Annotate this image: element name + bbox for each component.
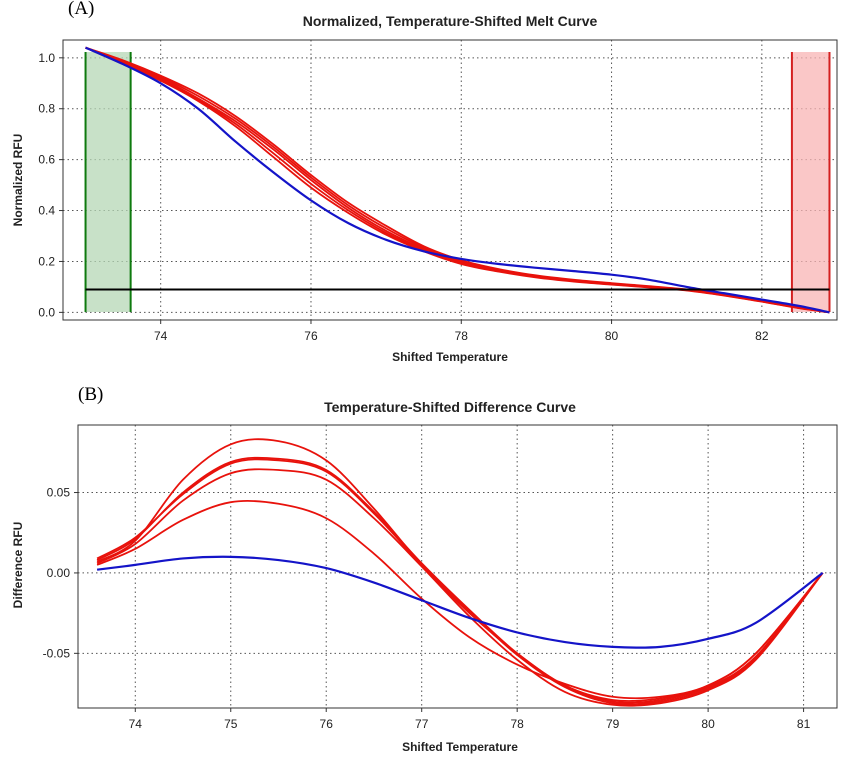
end-region xyxy=(791,52,830,312)
panel-b-label: (B) xyxy=(78,384,104,405)
melt-chart-reference-curve xyxy=(85,46,830,314)
melt-chart-sample-curve xyxy=(85,46,830,314)
difference-chart-x-tick-label: 75 xyxy=(224,717,238,731)
melt-chart-y-tick-label: 1.0 xyxy=(38,51,55,65)
melt-chart-series xyxy=(85,46,830,314)
melt-chart-y-tick-label: 0.2 xyxy=(38,254,55,268)
melt-chart-y-tick-label: 0.8 xyxy=(38,102,55,116)
difference-chart-reference-curve xyxy=(96,555,824,649)
difference-chart-series xyxy=(96,438,824,707)
melt-chart-sample-curve xyxy=(85,46,830,314)
melt-chart-x-tick-label: 74 xyxy=(154,329,168,343)
difference-chart-frame xyxy=(77,424,838,709)
difference-chart-x-tick-label: 76 xyxy=(320,717,334,731)
difference-curve-chart: Temperature-Shifted Difference Curve 74 7… xyxy=(11,399,838,754)
melt-chart-tick-labels: 74 76 78 80 82 0.0 0.2 0.4 0.6 0.8 1.0 xyxy=(38,51,769,343)
melt-chart-y-tick-label: 0.4 xyxy=(38,204,55,218)
difference-chart-x-tick-label: 77 xyxy=(415,717,429,731)
difference-chart-sample-curve xyxy=(96,468,824,707)
melt-chart-x-tick-label: 76 xyxy=(304,329,318,343)
difference-chart-title: Temperature-Shifted Difference Curve xyxy=(324,399,576,415)
difference-chart-x-tick-label: 81 xyxy=(797,717,811,731)
difference-chart-sample-curve xyxy=(96,456,824,704)
difference-chart-sample-curve xyxy=(96,438,824,702)
difference-chart-sample-curve xyxy=(96,458,824,706)
difference-chart-x-tick-label: 79 xyxy=(606,717,620,731)
difference-chart-sample-curve xyxy=(96,499,824,700)
difference-chart-x-tick-label: 74 xyxy=(129,717,143,731)
difference-chart-grid xyxy=(78,425,837,708)
start-region xyxy=(85,52,131,312)
melt-chart-y-tick-label: 0.0 xyxy=(38,305,55,319)
melt-curve-chart: Normalized, Temperature-Shifted Melt Cur… xyxy=(11,13,838,364)
difference-chart-tick-labels: 74 75 76 77 78 79 80 81 -0.05 0.00 0.05 xyxy=(43,486,811,731)
melt-chart-x-axis-label: Shifted Temperature xyxy=(392,350,508,364)
melt-chart-y-tick-label: 0.6 xyxy=(38,153,55,167)
melt-chart-sample-curve xyxy=(85,46,830,314)
melt-chart-y-axis-label: Normalized RFU xyxy=(11,134,25,227)
panel-a-label: (A) xyxy=(68,0,95,19)
difference-chart-y-axis-label: Difference RFU xyxy=(11,522,25,609)
difference-chart-x-axis-label: Shifted Temperature xyxy=(402,740,518,754)
melt-chart-x-tick-label: 78 xyxy=(455,329,469,343)
melt-chart-sample-curve xyxy=(85,46,830,314)
melt-chart-regions xyxy=(84,52,831,312)
melt-chart-x-tick-label: 82 xyxy=(755,329,769,343)
melt-chart-title: Normalized, Temperature-Shifted Melt Cur… xyxy=(303,13,598,29)
melt-chart-x-tick-label: 80 xyxy=(605,329,619,343)
melt-chart-frame xyxy=(62,39,838,321)
melt-chart-sample-curve xyxy=(85,46,830,314)
difference-chart-y-tick-label: -0.05 xyxy=(43,646,71,660)
difference-chart-x-tick-label: 78 xyxy=(510,717,524,731)
melt-chart-grid xyxy=(63,40,837,320)
difference-chart-x-tick-label: 80 xyxy=(701,717,715,731)
difference-chart-y-tick-label: 0.05 xyxy=(47,486,71,500)
difference-chart-y-tick-label: 0.00 xyxy=(47,566,71,580)
